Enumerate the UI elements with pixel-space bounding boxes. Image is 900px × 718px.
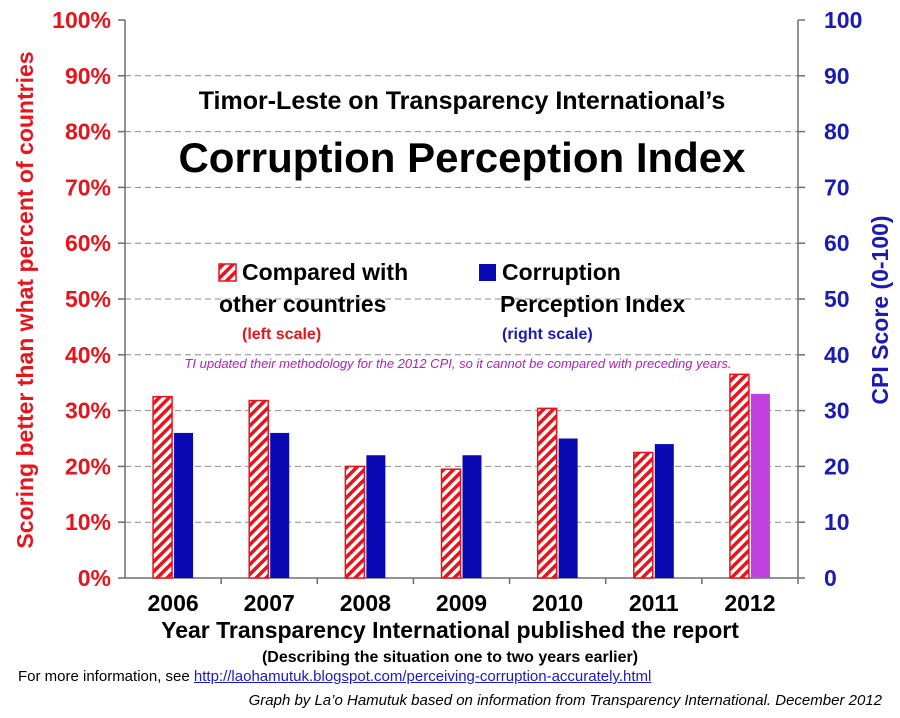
footer-info-prefix: For more information, see bbox=[18, 668, 194, 685]
x-tick-label-2008: 2008 bbox=[340, 590, 391, 616]
y-tick-label-left: 80% bbox=[65, 119, 111, 145]
x-tick-label-2006: 2006 bbox=[147, 590, 198, 616]
legend-swatch-compared bbox=[218, 263, 237, 282]
axes bbox=[118, 19, 805, 584]
left-tick-labels: 0% 10% 20% 30% 40% 50% 60% 70% 80% 90% 100% bbox=[52, 7, 111, 591]
y-tick-label-right: 20 bbox=[824, 453, 850, 479]
bar-compared-2007 bbox=[248, 399, 269, 579]
y-tick-label-left: 10% bbox=[65, 509, 111, 535]
y-tick-label-left: 90% bbox=[65, 63, 111, 89]
footer-info: For more information, see http://laohamu… bbox=[18, 668, 651, 685]
bar-cpi-2009 bbox=[462, 455, 482, 578]
y-tick-label-left: 0% bbox=[78, 565, 111, 591]
bar-compared-2009 bbox=[440, 468, 462, 579]
right-tick-labels: 0 10 20 30 40 50 60 70 80 90 100 bbox=[824, 7, 862, 591]
legend-cpi-scale: (right scale) bbox=[502, 326, 593, 343]
bar-cpi-2011 bbox=[654, 444, 674, 578]
y-tick-label-right: 0 bbox=[824, 565, 837, 591]
chart-subtitle: Corruption Perception Index bbox=[178, 134, 746, 181]
y-tick-label-left: 20% bbox=[65, 453, 111, 479]
bar-cpi-2010 bbox=[558, 438, 578, 578]
y-tick-label-right: 70 bbox=[824, 174, 850, 200]
bar-cpi-2006 bbox=[174, 432, 194, 578]
legend-swatch-cpi bbox=[479, 264, 496, 281]
y-tick-label-right: 60 bbox=[824, 230, 850, 256]
x-axis-sublabel: (Describing the situation one to two yea… bbox=[262, 649, 638, 666]
x-tick-label-2010: 2010 bbox=[532, 590, 583, 616]
x-tick-label-2011: 2011 bbox=[629, 590, 679, 616]
x-tick-label-2007: 2007 bbox=[244, 590, 295, 616]
x-tick-labels: 2006 2007 2008 2009 2010 2011 2012 bbox=[147, 590, 775, 616]
legend-compared-scale: (left scale) bbox=[242, 326, 321, 343]
bar-compared-2008 bbox=[344, 465, 366, 579]
y-tick-label-left: 60% bbox=[65, 230, 111, 256]
y-tick-label-right: 100 bbox=[824, 7, 862, 33]
y-tick-label-right: 50 bbox=[824, 286, 850, 312]
source-link[interactable]: http://laohamutuk.blogspot.com/perceivin… bbox=[193, 668, 652, 685]
y-tick-label-left: 40% bbox=[65, 342, 111, 368]
y-tick-label-left: 100% bbox=[52, 7, 111, 33]
chart-title: Timor-Leste on Transparency Internationa… bbox=[199, 87, 726, 115]
y-tick-label-right: 80 bbox=[824, 119, 850, 145]
bar-cpi-2012 bbox=[750, 393, 770, 578]
y-tick-label-right: 10 bbox=[824, 509, 850, 535]
y-axis-label-right: CPI Score (0-100) bbox=[867, 215, 893, 404]
legend-compared-line1: Compared with bbox=[242, 259, 408, 285]
y-tick-label-right: 90 bbox=[824, 63, 850, 89]
bar-compared-2010 bbox=[536, 407, 558, 579]
x-tick-label-2009: 2009 bbox=[436, 590, 487, 616]
y-tick-label-left: 70% bbox=[65, 174, 111, 200]
bar-cpi-2007 bbox=[270, 432, 290, 578]
y-tick-label-right: 30 bbox=[824, 398, 850, 424]
y-tick-label-left: 50% bbox=[65, 286, 111, 312]
x-axis-label: Year Transparency International publishe… bbox=[161, 617, 739, 643]
bar-compared-2006 bbox=[152, 395, 173, 579]
bar-cpi-2008 bbox=[366, 455, 386, 578]
y-tick-label-left: 30% bbox=[65, 398, 111, 424]
footer-credit: Graph by La’o Hamutuk based on informati… bbox=[248, 692, 882, 709]
methodology-note: TI updated their methodology for the 201… bbox=[184, 356, 731, 371]
gridlines bbox=[125, 75, 798, 523]
x-tick-label-2012: 2012 bbox=[724, 590, 775, 616]
legend-cpi-line1: Corruption bbox=[502, 259, 621, 285]
bars bbox=[152, 373, 770, 579]
legend-cpi-line2: Perception Index bbox=[500, 291, 686, 317]
legend: Compared with other countries (left scal… bbox=[218, 259, 686, 343]
bar-compared-2012 bbox=[729, 373, 750, 579]
legend-compared-line2: other countries bbox=[219, 291, 386, 317]
y-tick-label-right: 40 bbox=[824, 342, 850, 368]
bar-compared-2011 bbox=[633, 451, 654, 579]
y-axis-label-left: Scoring better than what percent of coun… bbox=[12, 51, 38, 548]
